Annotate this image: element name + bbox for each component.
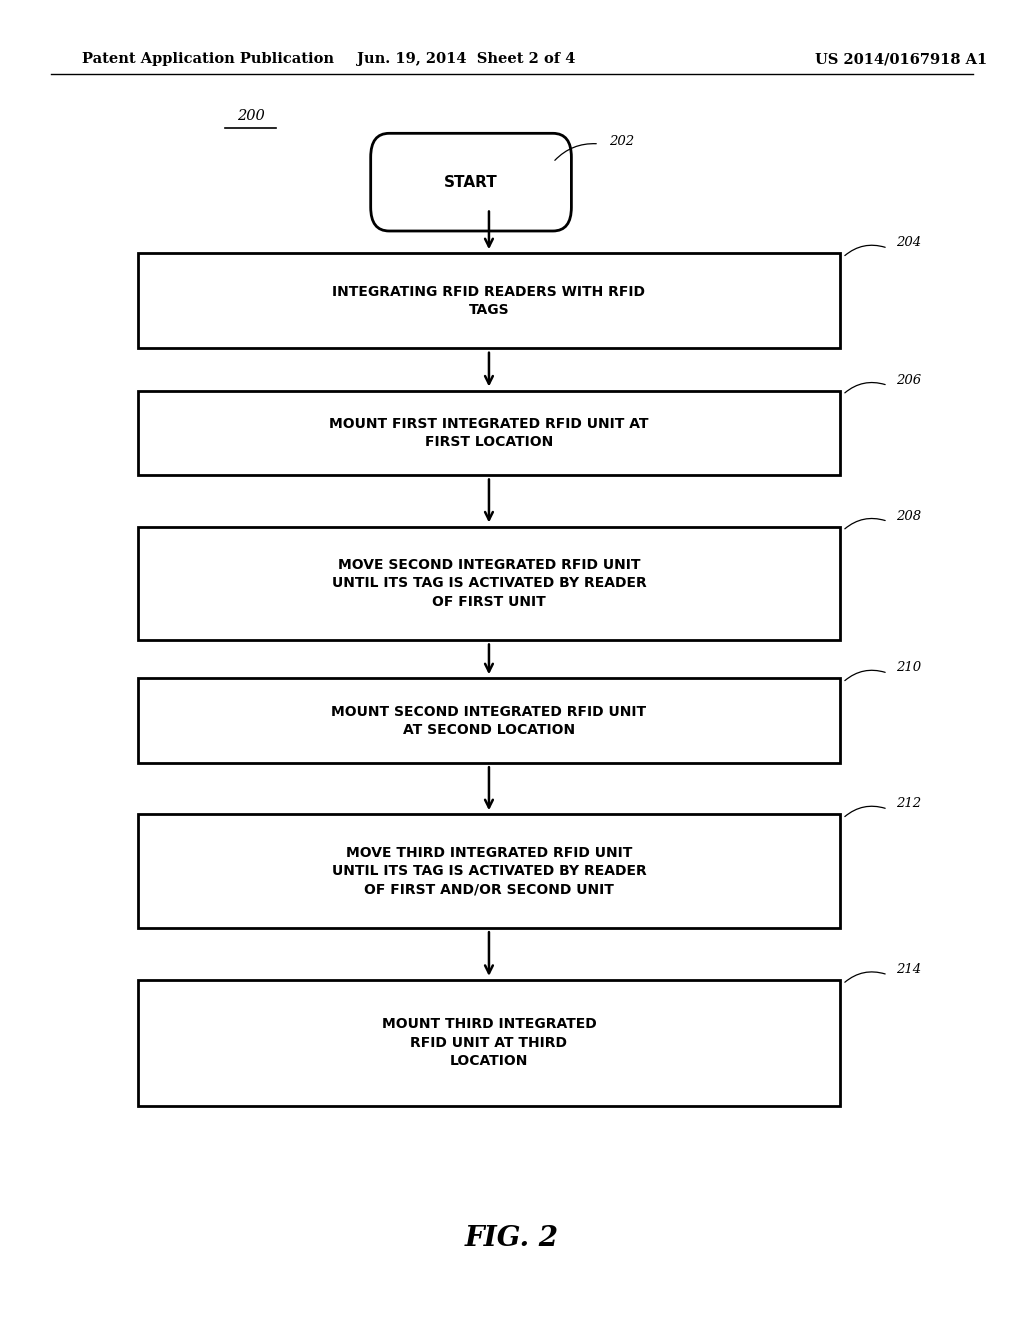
FancyBboxPatch shape [138, 527, 840, 640]
Text: Patent Application Publication: Patent Application Publication [82, 53, 334, 66]
FancyBboxPatch shape [138, 814, 840, 928]
Text: MOVE THIRD INTEGRATED RFID UNIT
UNTIL ITS TAG IS ACTIVATED BY READER
OF FIRST AN: MOVE THIRD INTEGRATED RFID UNIT UNTIL IT… [332, 846, 646, 896]
Text: 202: 202 [609, 135, 635, 148]
Text: 204: 204 [896, 236, 922, 249]
Text: START: START [444, 174, 498, 190]
Text: MOUNT THIRD INTEGRATED
RFID UNIT AT THIRD
LOCATION: MOUNT THIRD INTEGRATED RFID UNIT AT THIR… [382, 1018, 596, 1068]
FancyBboxPatch shape [138, 678, 840, 763]
Text: 200: 200 [237, 110, 265, 123]
Text: FIG. 2: FIG. 2 [465, 1225, 559, 1251]
Text: 206: 206 [896, 374, 922, 387]
Text: MOVE SECOND INTEGRATED RFID UNIT
UNTIL ITS TAG IS ACTIVATED BY READER
OF FIRST U: MOVE SECOND INTEGRATED RFID UNIT UNTIL I… [332, 558, 646, 609]
FancyBboxPatch shape [138, 253, 840, 348]
Text: Jun. 19, 2014  Sheet 2 of 4: Jun. 19, 2014 Sheet 2 of 4 [356, 53, 575, 66]
Text: MOUNT SECOND INTEGRATED RFID UNIT
AT SECOND LOCATION: MOUNT SECOND INTEGRATED RFID UNIT AT SEC… [332, 705, 646, 737]
Text: MOUNT FIRST INTEGRATED RFID UNIT AT
FIRST LOCATION: MOUNT FIRST INTEGRATED RFID UNIT AT FIRS… [329, 417, 649, 449]
Text: 210: 210 [896, 661, 922, 675]
FancyBboxPatch shape [138, 391, 840, 475]
Text: 208: 208 [896, 510, 922, 523]
FancyBboxPatch shape [138, 979, 840, 1106]
Text: 214: 214 [896, 964, 922, 975]
Text: INTEGRATING RFID READERS WITH RFID
TAGS: INTEGRATING RFID READERS WITH RFID TAGS [333, 285, 645, 317]
Text: US 2014/0167918 A1: US 2014/0167918 A1 [815, 53, 987, 66]
Text: 212: 212 [896, 797, 922, 810]
FancyBboxPatch shape [371, 133, 571, 231]
